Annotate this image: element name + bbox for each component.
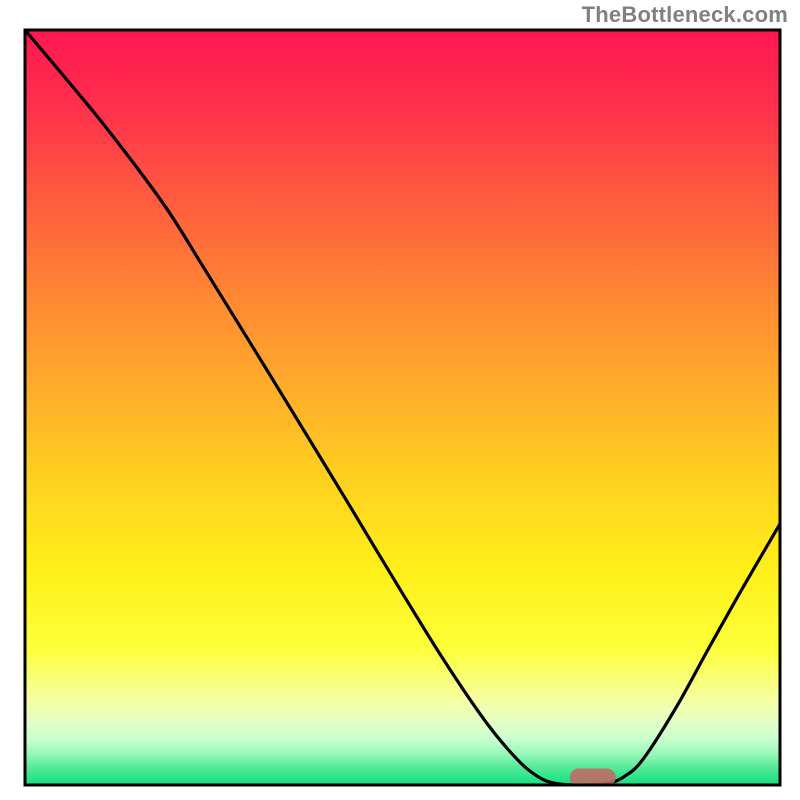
bottleneck-curve-chart [0, 0, 800, 800]
watermark-text: TheBottleneck.com [582, 2, 788, 28]
plot-background-gradient [25, 30, 780, 785]
page-root: TheBottleneck.com [0, 0, 800, 800]
